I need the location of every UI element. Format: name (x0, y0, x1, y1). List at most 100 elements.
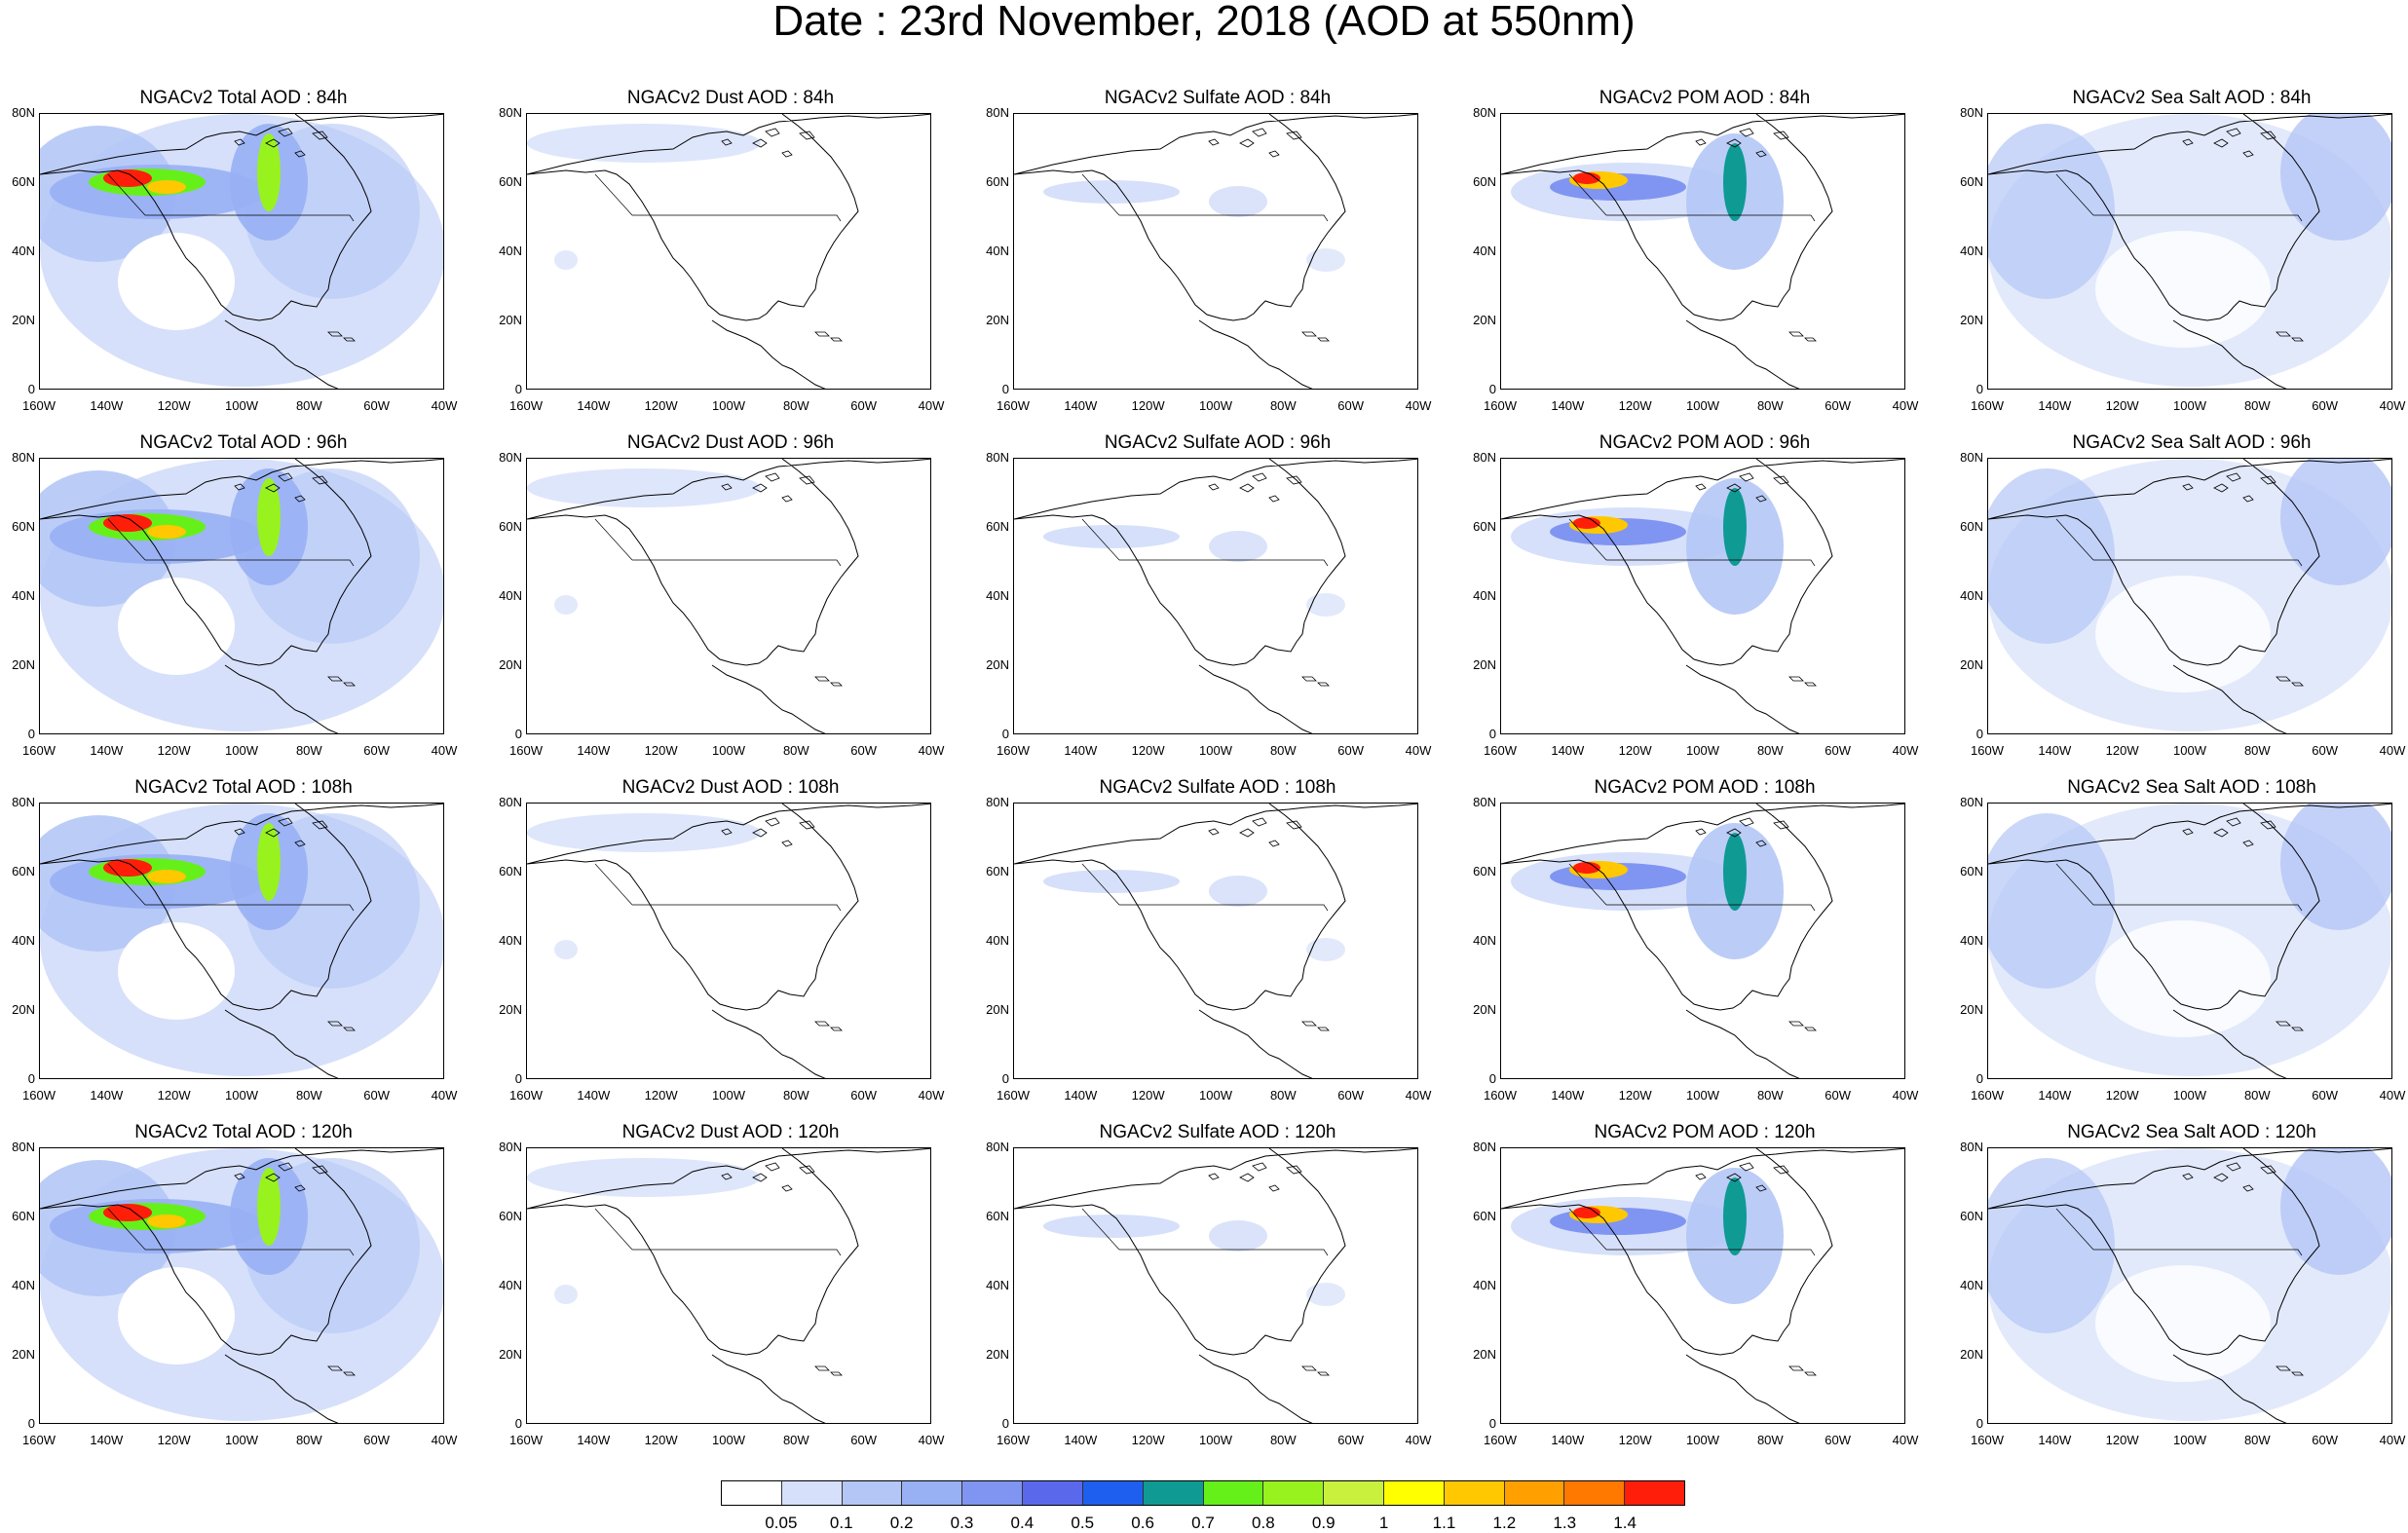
page-title: Date : 23rd November, 2018 (AOD at 550nm… (772, 0, 1636, 45)
lat-tick-label: 60N (499, 519, 522, 534)
coastline (1988, 804, 2391, 1078)
islands (721, 128, 843, 342)
colorbar-cell-15 (1625, 1481, 1684, 1505)
lon-tick-label: 140W (1064, 743, 1098, 758)
islands (234, 1162, 356, 1376)
lon-tick-label: 140W (90, 398, 124, 413)
coastline (1501, 804, 1904, 1078)
aod-field-3 (2095, 1265, 2271, 1382)
lat-tick-label: 20N (986, 1347, 1009, 1362)
lat-tick-label: 60N (12, 519, 35, 534)
lat-tick-label: 80N (1960, 105, 1983, 120)
lon-tick-label: 60W (363, 1088, 391, 1103)
aod-field-1 (1988, 813, 2115, 989)
coastline (40, 804, 443, 1078)
aod-field-0 (527, 1158, 761, 1197)
aod-field-0 (527, 124, 761, 163)
lon-tick-label: 60W (1825, 1088, 1852, 1103)
islands (234, 128, 356, 342)
lat-tick-label: 60N (499, 174, 522, 189)
lon-tick-label: 40W (2379, 1433, 2406, 1447)
panel-title: NGACv2 POM AOD : 108h (1594, 777, 1816, 798)
aod-field-1 (554, 250, 578, 270)
lon-tick-label: 120W (644, 1088, 678, 1103)
colorbar-cell-10 (1324, 1481, 1384, 1505)
map-frame (1013, 1147, 1418, 1424)
lon-tick-label: 120W (2105, 1088, 2139, 1103)
lat-tick-label: 80N (986, 1140, 1009, 1154)
colorbar-tick-label: 1.2 (1492, 1514, 1517, 1532)
lon-tick-label: 160W (997, 398, 1030, 413)
panel-title: NGACv2 POM AOD : 84h (1599, 88, 1811, 108)
colorbar-tick-label: 1.3 (1553, 1514, 1577, 1532)
lat-tick-label: 80N (12, 450, 35, 465)
lon-tick-label: 120W (157, 743, 191, 758)
map-frame (1987, 458, 2392, 734)
lon-tick-label: 60W (1337, 398, 1365, 413)
panel-title: NGACv2 POM AOD : 120h (1594, 1122, 1816, 1142)
lon-tick-label: 60W (363, 743, 391, 758)
lon-tick-label: 40W (918, 1088, 945, 1103)
country-border (107, 1208, 355, 1256)
lat-tick-label: 60N (1960, 1209, 1983, 1223)
lat-tick-label: 40N (1960, 1278, 1983, 1292)
lon-tick-label: 160W (1971, 1088, 2004, 1103)
islands (1695, 472, 1817, 687)
lon-tick-label: 160W (1484, 1433, 1517, 1447)
colorbar-cell-0 (722, 1481, 782, 1505)
lat-tick-label: 80N (986, 795, 1009, 809)
lat-tick-label: 60N (12, 864, 35, 879)
lon-tick-label: 60W (2312, 743, 2339, 758)
map-frame (1013, 458, 1418, 734)
lat-tick-label: 40N (12, 588, 35, 603)
aod-field-7 (257, 478, 281, 556)
coastline (527, 114, 930, 389)
lat-tick-label: 20N (1473, 313, 1496, 327)
lon-tick-label: 140W (1064, 398, 1098, 413)
lat-tick-label: 40N (1960, 588, 1983, 603)
lat-tick-label: 80N (986, 105, 1009, 120)
country-border (594, 863, 842, 912)
aod-field-9 (147, 180, 186, 194)
lon-tick-label: 80W (1269, 398, 1297, 413)
lat-tick-label: 0 (1001, 382, 1009, 396)
islands (1208, 472, 1330, 687)
islands (1208, 817, 1330, 1031)
colorbar-tick-label: 0.6 (1131, 1514, 1154, 1532)
colorbar-cell-14 (1564, 1481, 1626, 1505)
aod-field-2 (1306, 593, 1345, 617)
country-border (1568, 1208, 1816, 1256)
aod-field-2 (1306, 938, 1345, 961)
country-border (1568, 173, 1816, 222)
lon-tick-label: 160W (509, 743, 543, 758)
colorbar-tick-label: 0.3 (950, 1514, 974, 1532)
lon-tick-label: 140W (577, 1088, 611, 1103)
country-border (107, 863, 355, 912)
lat-tick-label: 80N (12, 795, 35, 809)
lon-tick-label: 120W (2105, 743, 2139, 758)
colorbar-cell-11 (1383, 1481, 1445, 1505)
map-frame (526, 113, 931, 390)
lon-tick-label: 80W (782, 743, 809, 758)
lon-tick-label: 120W (1131, 398, 1165, 413)
lat-tick-label: 80N (12, 105, 35, 120)
lon-tick-label: 80W (782, 1433, 809, 1447)
lon-tick-label: 40W (1892, 1088, 1919, 1103)
map-frame (1013, 113, 1418, 390)
lon-tick-label: 60W (850, 1088, 878, 1103)
lon-tick-label: 100W (1686, 743, 1719, 758)
coastline (1014, 1148, 1417, 1423)
islands (1208, 128, 1330, 342)
lon-tick-label: 120W (1131, 1433, 1165, 1447)
lon-tick-label: 140W (2038, 398, 2072, 413)
lon-tick-label: 60W (1825, 398, 1852, 413)
map-panel-pom-96h: NGACv2 POM AOD : 96h 80N 60N 40N 20N 0 160W 140… (1461, 432, 1948, 767)
lon-tick-label: 80W (1756, 398, 1784, 413)
aod-field-8 (103, 169, 152, 187)
lon-tick-label: 120W (2105, 1433, 2139, 1447)
lon-tick-label: 160W (1484, 398, 1517, 413)
country-border (2055, 173, 2303, 222)
coastline (527, 804, 930, 1078)
lat-tick-label: 40N (1473, 588, 1496, 603)
lon-tick-label: 140W (1551, 743, 1585, 758)
